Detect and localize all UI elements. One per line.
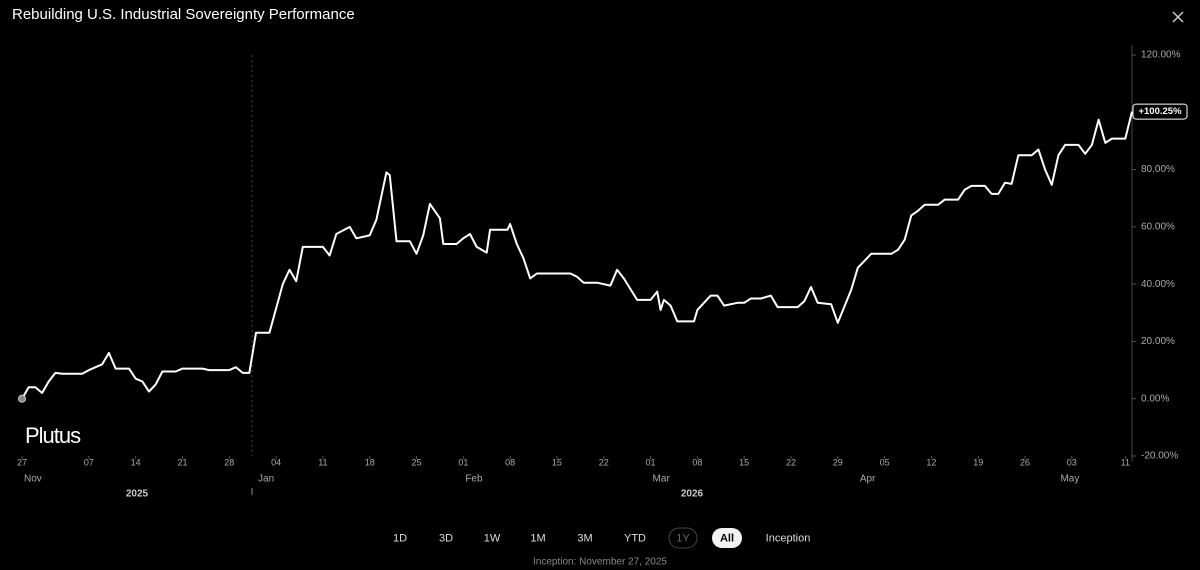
month-label: May <box>1060 474 1079 485</box>
x-tick-label: 05 <box>880 457 890 467</box>
x-tick-label: 01 <box>646 457 656 467</box>
range-button[interactable]: Inception <box>766 532 811 544</box>
x-tick-label: 08 <box>505 457 515 467</box>
range-button-label[interactable]: Inception <box>766 532 811 544</box>
range-button-label[interactable]: 1W <box>484 532 501 544</box>
range-button-label[interactable]: 1M <box>530 532 545 544</box>
range-button[interactable]: YTD <box>624 532 646 544</box>
year-label: 2025 <box>126 489 149 500</box>
range-button-bg[interactable] <box>712 528 742 548</box>
range-button[interactable]: 1D <box>393 532 407 544</box>
x-tick-label: 21 <box>177 457 187 467</box>
x-tick-label: 22 <box>599 457 609 467</box>
x-tick-label: 03 <box>1067 457 1077 467</box>
range-button-outline[interactable] <box>668 527 698 549</box>
x-tick-label: 27 <box>17 457 27 467</box>
end-label: +100.25% <box>1138 106 1182 117</box>
end-label-box <box>1132 103 1188 120</box>
x-tick-label: 22 <box>786 457 796 467</box>
x-tick-label: 15 <box>739 457 749 467</box>
x-tick-label: 07 <box>84 457 94 467</box>
x-tick-label: 19 <box>973 457 983 467</box>
range-button-label[interactable]: YTD <box>624 532 646 544</box>
range-button[interactable]: 3M <box>577 532 592 544</box>
close-icon[interactable] <box>1172 11 1184 23</box>
range-button-label[interactable]: All <box>720 532 734 544</box>
month-label: Nov <box>24 474 42 485</box>
range-button[interactable]: 3D <box>439 532 453 544</box>
y-tick-label: 120.00% <box>1141 50 1181 61</box>
y-tick-label: 60.00% <box>1141 221 1175 232</box>
range-button[interactable]: All <box>712 528 742 548</box>
x-tick-label: 01 <box>458 457 468 467</box>
x-tick-label: 28 <box>224 457 234 467</box>
x-tick-label: 18 <box>365 457 375 467</box>
x-tick-label: 11 <box>318 457 327 467</box>
month-label: Feb <box>465 474 483 485</box>
chart-title: Rebuilding U.S. Industrial Sovereignty P… <box>12 6 355 23</box>
x-tick-label: 15 <box>552 457 562 467</box>
x-tick-label: 29 <box>833 457 843 467</box>
range-button-label[interactable]: 3D <box>439 532 453 544</box>
line <box>21 111 1133 400</box>
x-tick-label: 11 <box>1121 457 1130 467</box>
y-tick-label: 40.00% <box>1141 279 1175 290</box>
month-label: Jan <box>258 474 274 485</box>
range-button-label[interactable]: 1D <box>393 532 407 544</box>
y-tick-label: 0.00% <box>1141 393 1169 404</box>
x-tick-label: 26 <box>1020 457 1030 467</box>
range-button[interactable]: 1W <box>484 532 501 544</box>
start-point <box>18 394 26 403</box>
footer: Inception: November 27, 2025 <box>533 557 667 568</box>
x-tick-label: 25 <box>412 457 422 467</box>
month-label: Mar <box>653 474 671 485</box>
range-button-label[interactable]: 3M <box>577 532 592 544</box>
month-label: Apr <box>860 474 876 485</box>
range-button-label[interactable]: 1Y <box>676 532 690 544</box>
close-button[interactable] <box>1172 11 1184 23</box>
x-tick-label: 08 <box>692 457 702 467</box>
x-tick-label: 14 <box>131 457 141 467</box>
year-label: 2026 <box>681 489 704 500</box>
x-tick-label: 12 <box>926 457 936 467</box>
y-tick-label: 20.00% <box>1141 336 1175 347</box>
range-button[interactable]: 1M <box>530 532 545 544</box>
y-tick-label: 80.00% <box>1141 164 1175 175</box>
y-tick-label: -20.00% <box>1141 451 1178 462</box>
range-button[interactable]: 1Y <box>668 527 698 549</box>
x-tick-label: 04 <box>271 457 281 467</box>
watermark: Plutus <box>25 423 81 448</box>
